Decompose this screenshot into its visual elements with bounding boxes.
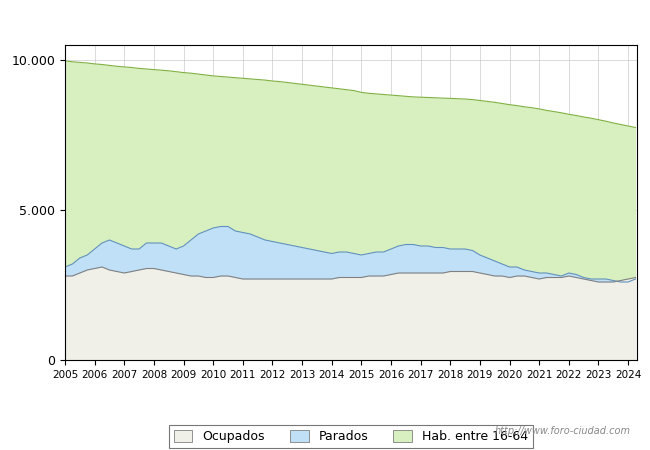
Text: http://www.foro-ciudad.com: http://www.foro-ciudad.com	[495, 427, 630, 436]
Legend: Ocupados, Parados, Hab. entre 16-64: Ocupados, Parados, Hab. entre 16-64	[169, 425, 533, 448]
Text: Fene - Evolucion de la poblacion en edad de Trabajar Mayo de 2024: Fene - Evolucion de la poblacion en edad…	[66, 12, 584, 27]
